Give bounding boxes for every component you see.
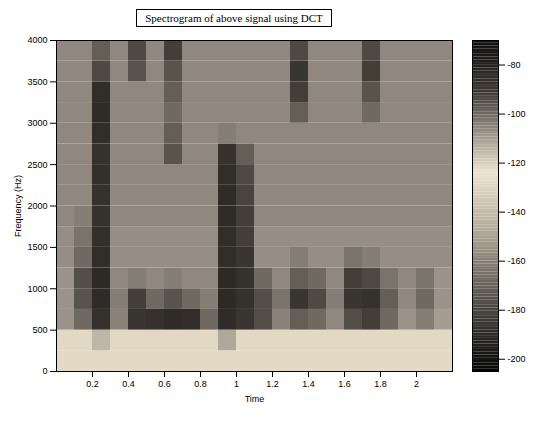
svg-text:-100: -100: [508, 109, 526, 119]
svg-text:3500: 3500: [27, 77, 47, 87]
svg-text:-160: -160: [508, 256, 526, 266]
svg-text:Time: Time: [245, 394, 265, 404]
svg-text:1: 1: [234, 379, 239, 389]
svg-text:1500: 1500: [27, 242, 47, 252]
svg-text:-140: -140: [508, 207, 526, 217]
svg-text:0.2: 0.2: [86, 379, 99, 389]
html-text:Spectrogram of above signal us: Spectrogram of above signal using DCT: [145, 12, 323, 24]
svg-text:2: 2: [414, 379, 419, 389]
svg-text:-80: -80: [508, 60, 521, 70]
svg-text:4000: 4000: [27, 35, 47, 45]
svg-text:-120: -120: [508, 158, 526, 168]
svg-text:0: 0: [42, 366, 47, 376]
svg-text:-180: -180: [508, 305, 526, 315]
svg-text:1.4: 1.4: [302, 379, 315, 389]
svg-text:Frequency (Hz): Frequency (Hz): [13, 175, 23, 237]
svg-text:0.6: 0.6: [158, 379, 171, 389]
svg-text:500: 500: [32, 325, 47, 335]
svg-text:1.8: 1.8: [374, 379, 387, 389]
svg-text:2500: 2500: [27, 160, 47, 170]
svg-text:1.6: 1.6: [338, 379, 351, 389]
svg-text:0.4: 0.4: [122, 379, 135, 389]
svg-text:-200: -200: [508, 354, 526, 364]
svg-text:2000: 2000: [27, 201, 47, 211]
svg-text:3000: 3000: [27, 118, 47, 128]
svg-text:1000: 1000: [27, 284, 47, 294]
svg-text:0.8: 0.8: [194, 379, 207, 389]
svg-text:1.2: 1.2: [266, 379, 279, 389]
